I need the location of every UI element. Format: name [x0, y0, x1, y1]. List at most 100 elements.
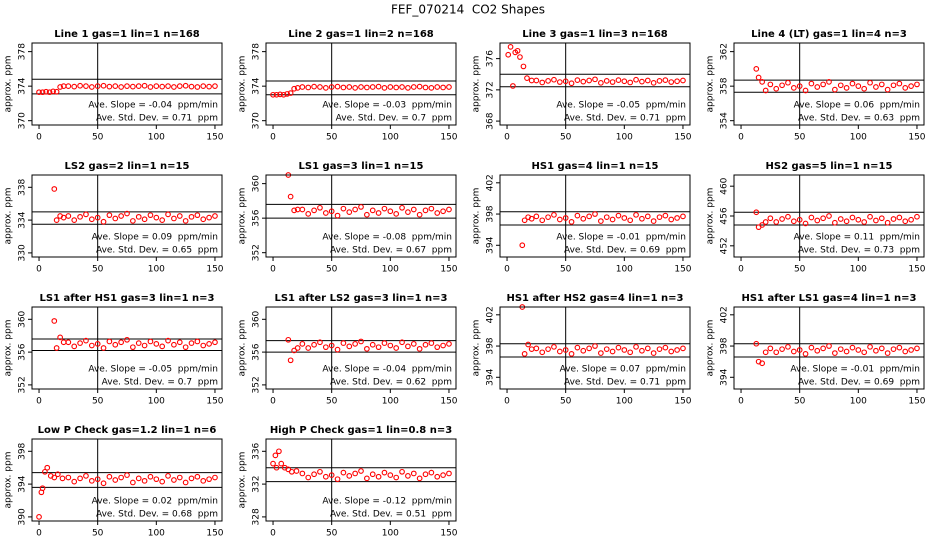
data-point	[399, 84, 405, 90]
data-point	[322, 344, 329, 351]
data-point	[381, 469, 388, 476]
data-point	[293, 468, 300, 474]
x-tick-label: 0	[504, 265, 510, 275]
data-point	[598, 218, 604, 224]
data-point	[322, 210, 329, 216]
data-point	[153, 341, 160, 347]
x-tick-label: 50	[326, 133, 338, 143]
x-tick-label: 50	[92, 397, 104, 407]
data-point	[843, 348, 850, 355]
data-point	[796, 83, 803, 90]
data-point	[779, 82, 785, 89]
data-point	[112, 341, 119, 348]
data-point	[533, 77, 540, 84]
data-point	[77, 82, 83, 89]
data-point	[317, 204, 323, 211]
data-point	[71, 217, 78, 223]
y-tick-label: 356	[18, 343, 28, 360]
data-point	[586, 77, 592, 84]
x-tick-label: 100	[616, 397, 633, 407]
y-tick-label: 394	[18, 475, 28, 492]
data-point	[422, 341, 429, 348]
y-tick-label: 378	[252, 43, 262, 60]
data-point	[346, 343, 353, 350]
data-point	[334, 212, 341, 219]
panel-title: High P Check gas=1 lin=0.8 n=3	[270, 425, 452, 436]
y-tick-label: 352	[252, 376, 262, 393]
data-point	[867, 79, 873, 86]
data-point	[680, 345, 686, 352]
data-point	[528, 215, 535, 222]
data-point	[364, 475, 370, 482]
panel-title: LS1 gas=3 lin=1 n=15	[299, 161, 424, 172]
data-point	[65, 83, 72, 90]
x-tick-label: 150	[908, 133, 925, 143]
data-point	[878, 81, 885, 88]
plot-frame	[499, 42, 691, 126]
data-point	[46, 89, 53, 96]
data-point	[753, 209, 760, 216]
data-point	[147, 84, 154, 90]
data-point	[405, 473, 411, 479]
annotation: Ave. Slope = 0.09 ppm/min	[92, 233, 218, 243]
y-tick-label: 332	[252, 476, 262, 493]
data-point	[369, 471, 376, 478]
y-tick-label: 360	[252, 175, 262, 192]
panel-title: Line 4 (LT) gas=1 lin=4 n=3	[751, 29, 907, 40]
data-point	[505, 51, 512, 58]
data-point	[416, 211, 423, 218]
data-point	[785, 79, 791, 86]
data-point	[405, 85, 411, 91]
data-point	[182, 344, 189, 351]
annotation: Ave. Std. Dev. = 0.73 ppm	[798, 246, 920, 256]
panel-title: Line 3 gas=1 lin=3 n=168	[522, 29, 668, 40]
data-point	[609, 216, 616, 223]
annotation: Ave. Std. Dev. = 0.51 ppm	[330, 510, 452, 520]
data-point	[867, 213, 873, 220]
annotation: Ave. Std. Dev. = 0.67 ppm	[330, 246, 452, 256]
data-point	[311, 341, 317, 348]
y-tick-label: 354	[720, 112, 730, 129]
plot-frame	[265, 438, 457, 522]
data-point	[311, 207, 317, 214]
data-point	[159, 343, 166, 350]
x-tick-label: 50	[560, 133, 572, 143]
x-tick-label: 100	[850, 133, 867, 143]
data-point	[519, 242, 526, 249]
data-point	[896, 214, 903, 221]
data-point	[153, 476, 160, 483]
data-point	[176, 213, 183, 219]
panel-title: HS1 gas=4 lin=1 n=15	[532, 161, 659, 172]
plot-frame	[31, 174, 223, 258]
annotation: Ave. Slope = -0.01 ppm/min	[556, 233, 686, 243]
data-point	[539, 217, 546, 224]
data-point	[762, 349, 769, 356]
data-point	[299, 84, 306, 90]
y-tick-label: 352	[18, 376, 28, 393]
y-tick-label: 398	[486, 337, 496, 354]
data-point	[873, 217, 879, 224]
data-point	[291, 207, 297, 214]
data-point	[902, 348, 909, 355]
y-tick-label: 328	[252, 508, 262, 525]
data-point	[51, 318, 58, 324]
x-tick-label: 0	[504, 397, 510, 407]
data-point	[188, 83, 195, 90]
data-point	[884, 86, 891, 93]
data-point	[790, 85, 797, 91]
data-point	[287, 357, 294, 364]
data-point	[65, 474, 72, 481]
data-point	[369, 341, 376, 348]
x-tick-label: 100	[850, 265, 867, 275]
data-point	[381, 85, 388, 91]
data-point	[428, 85, 435, 91]
x-tick-label: 50	[92, 529, 104, 539]
annotation: Ave. Slope = -0.03 ppm/min	[322, 101, 452, 111]
data-point	[147, 473, 154, 480]
data-point	[674, 347, 680, 353]
data-point	[603, 346, 610, 353]
data-point	[124, 336, 130, 343]
data-point	[200, 83, 207, 90]
data-point	[287, 90, 294, 96]
data-point	[381, 340, 388, 346]
